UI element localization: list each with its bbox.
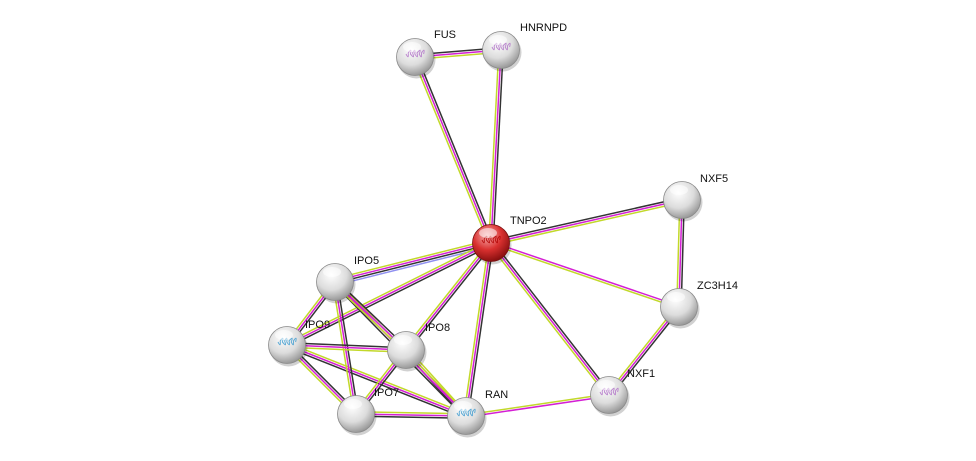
node-label: NXF5 <box>700 173 728 185</box>
edge-evidence-experiments <box>466 395 610 418</box>
edge-TNPO2-IPO8[interactable] <box>403 241 494 352</box>
edge-evidence-experiments <box>465 242 492 417</box>
node-highlight <box>670 185 688 195</box>
edge-TNPO2-RAN[interactable] <box>463 242 494 417</box>
node-label: IPO8 <box>425 322 450 334</box>
edge-evidence-coexpression <box>335 243 492 284</box>
node-highlight <box>479 228 497 238</box>
edge-evidence-coexpression <box>407 243 494 352</box>
node-label: HNRNPD <box>520 22 567 34</box>
node-highlight <box>344 399 362 409</box>
node-ipo7[interactable]: IPO7 <box>337 387 400 436</box>
node-nxf5[interactable]: NXF5 <box>663 173 729 222</box>
node-highlight <box>489 35 507 45</box>
edge-evidence-coexpression <box>416 55 494 243</box>
edge-HNRNPD-TNPO2[interactable] <box>488 49 504 244</box>
edge-evidence-experiments <box>286 344 407 351</box>
edge-evidence-experiments <box>490 49 502 244</box>
edge-evidence-experiments <box>286 242 492 346</box>
node-ipo9[interactable]: IPO9 <box>268 319 331 367</box>
edge-evidence-experiments <box>491 241 680 307</box>
edge-evidence-textmining <box>332 282 355 415</box>
edge-TNPO2-IPO9[interactable] <box>285 240 493 348</box>
edge-evidence-coexpression <box>285 346 466 419</box>
edge-evidence-textmining <box>285 240 491 344</box>
edge-evidence-textmining <box>334 239 491 280</box>
edge-evidence-textmining <box>403 241 490 350</box>
node-highlight <box>323 267 341 277</box>
edge-evidence-coexpression <box>467 243 494 417</box>
edge-evidence-coexpression <box>287 244 493 348</box>
edge-TNPO2-NXF1[interactable] <box>488 241 612 397</box>
edge-TNPO2-NXF5[interactable] <box>490 197 683 246</box>
edge-evidence-experiments <box>286 344 467 417</box>
edge-evidence-textmining <box>465 393 609 416</box>
node-label: IPO9 <box>305 319 330 331</box>
node-fus[interactable]: FUS <box>396 29 457 79</box>
edge-evidence-textmining <box>287 342 468 415</box>
edge-TNPO2-ZC3H14[interactable] <box>490 241 680 309</box>
node-label: TNPO2 <box>510 215 547 227</box>
node-highlight <box>454 401 472 411</box>
node-tnpo2[interactable]: TNPO2 <box>472 215 547 265</box>
node-zc3h14[interactable]: ZC3H14 <box>660 280 738 329</box>
node-label: ZC3H14 <box>697 280 738 292</box>
edge-evidence-coexpression <box>492 50 504 244</box>
edge-evidence-textmining <box>488 49 500 243</box>
edge-RAN-IPO9[interactable] <box>285 342 468 419</box>
edge-IPO9-IPO8[interactable] <box>286 342 407 353</box>
node-label: NXF1 <box>627 368 655 380</box>
edge-evidence-textmining <box>412 57 490 245</box>
edge-FUS-TNPO2[interactable] <box>412 55 494 245</box>
node-highlight <box>667 292 685 302</box>
edge-evidence-textmining <box>490 243 679 309</box>
edge-evidence-coexpression <box>492 241 612 395</box>
edge-evidence-experiments <box>405 242 492 351</box>
edge-evidence-coexpression <box>287 342 407 349</box>
node-highlight <box>394 335 412 345</box>
edge-evidence-experiments <box>490 199 683 244</box>
edge-evidence-textmining <box>488 243 608 397</box>
node-ipo5[interactable]: IPO5 <box>316 255 380 304</box>
node-label: FUS <box>434 29 456 41</box>
edge-evidence-experiments <box>490 242 610 396</box>
edge-evidence-textmining <box>463 242 490 416</box>
node-ipo8[interactable]: IPO8 <box>387 322 451 372</box>
edge-evidence-coexpression <box>490 197 682 242</box>
nodes-layer: FUS HNRNPD TNPO2 NXF5 ZC3H14 NXF1 RAN IPO7 IPO8 I… <box>268 22 738 438</box>
edge-evidence-experiments <box>414 56 492 244</box>
edge-evidence-textmining <box>286 346 406 353</box>
node-highlight <box>275 330 293 340</box>
edge-NXF1-RAN[interactable] <box>465 393 610 418</box>
node-nxf1[interactable]: NXF1 <box>590 368 656 417</box>
node-ran[interactable]: RAN <box>447 389 509 438</box>
edge-evidence-textmining <box>491 201 683 246</box>
node-label: RAN <box>485 389 508 401</box>
node-highlight <box>597 380 615 390</box>
node-highlight <box>403 42 421 52</box>
node-hnrnpd[interactable]: HNRNPD <box>482 22 568 72</box>
edge-evidence-experiments <box>334 241 491 282</box>
node-label: IPO5 <box>354 255 379 267</box>
node-label: IPO7 <box>374 387 399 399</box>
